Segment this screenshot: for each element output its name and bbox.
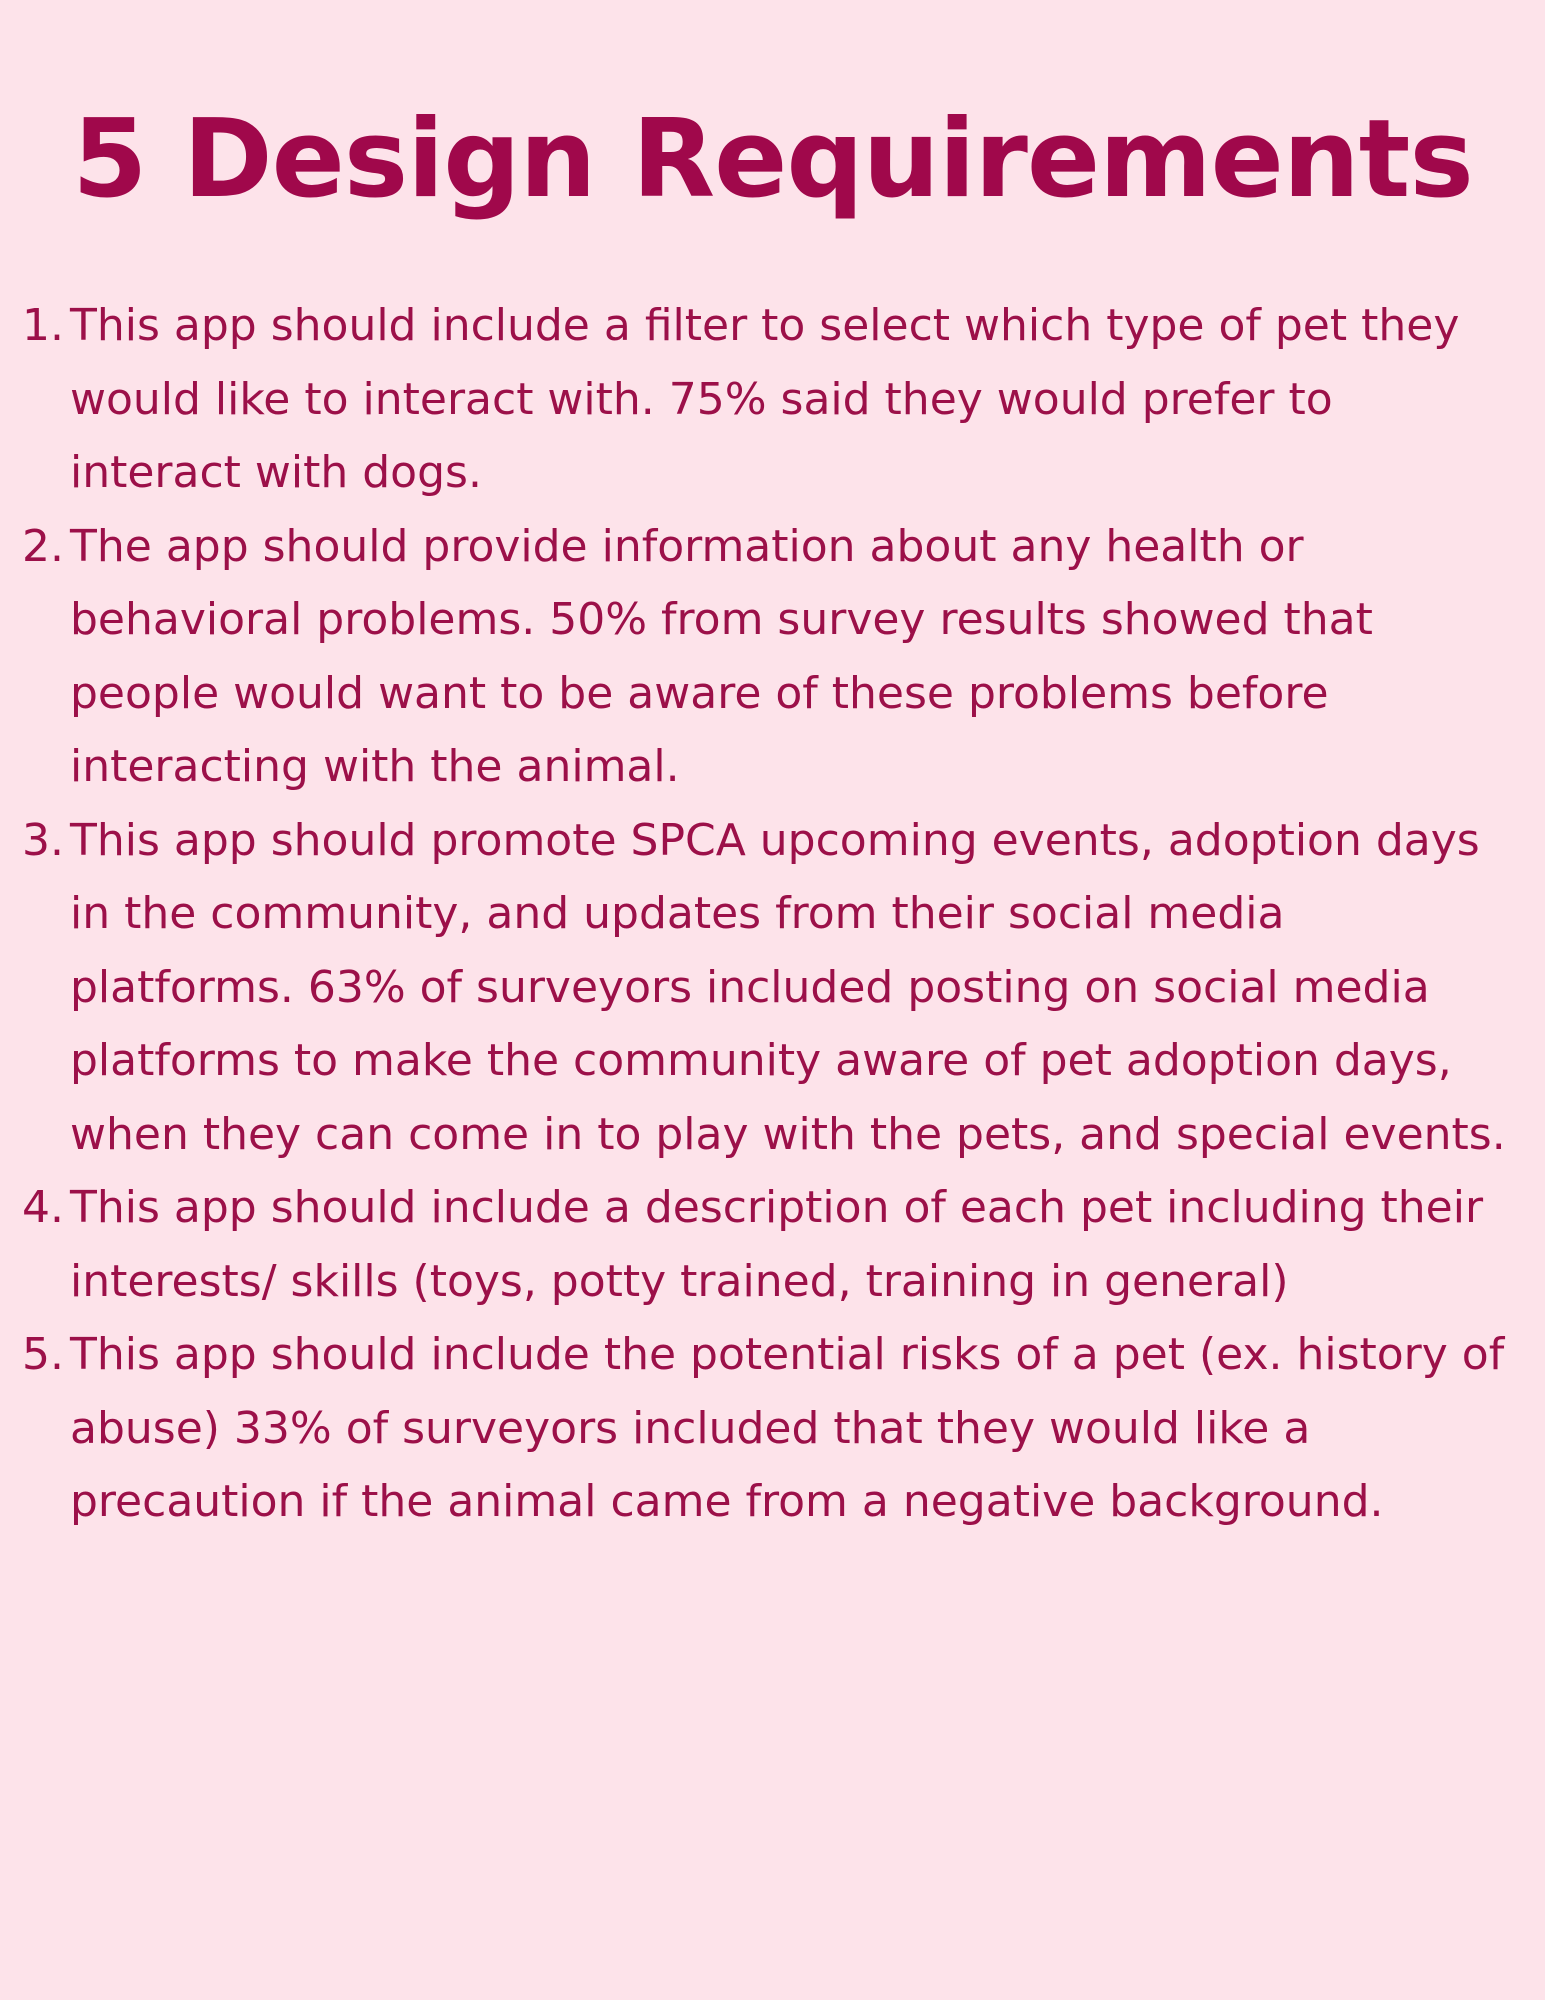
requirement-number: 3. xyxy=(22,814,64,866)
requirement-number: 4. xyxy=(22,1182,64,1233)
requirement-text: This app should include a filter to sele… xyxy=(70,300,1460,498)
requirement-text: The app should provide information about… xyxy=(70,520,1373,793)
requirement-text: This app should promote SPCA upcoming ev… xyxy=(70,814,1506,1160)
requirement-item-1: 1. This app should include a filter to s… xyxy=(22,289,1512,510)
page-title: 5 Design Requirements xyxy=(72,97,1473,222)
requirement-item-3: 3. This app should promote SPCA upcoming… xyxy=(22,804,1512,1172)
requirement-item-5: 5. This app should include the potential… xyxy=(22,1318,1512,1539)
requirement-number: 5. xyxy=(22,1329,64,1380)
requirement-item-2: 2. The app should provide information ab… xyxy=(22,510,1512,804)
requirement-number: 1. xyxy=(22,300,64,351)
requirements-list: 1. This app should include a filter to s… xyxy=(22,289,1512,1539)
requirement-text: This app should include the potential ri… xyxy=(70,1329,1505,1527)
requirement-item-4: 4. This app should include a description… xyxy=(22,1171,1512,1318)
requirement-number: 2. xyxy=(22,520,64,572)
requirement-text: This app should include a description of… xyxy=(70,1182,1484,1307)
